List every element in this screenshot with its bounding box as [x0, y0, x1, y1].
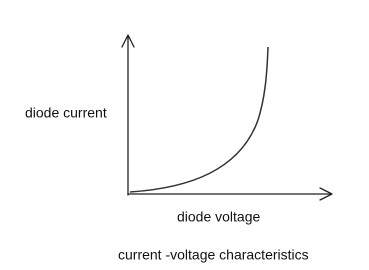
x-axis-label: diode voltage: [177, 209, 261, 225]
x-axis-arrow: [319, 187, 333, 201]
caption: current -voltage characteristics: [118, 247, 309, 263]
iv-curve: [129, 46, 269, 193]
y-axis-arrow: [121, 34, 135, 48]
y-axis-label: diode current: [25, 105, 107, 121]
